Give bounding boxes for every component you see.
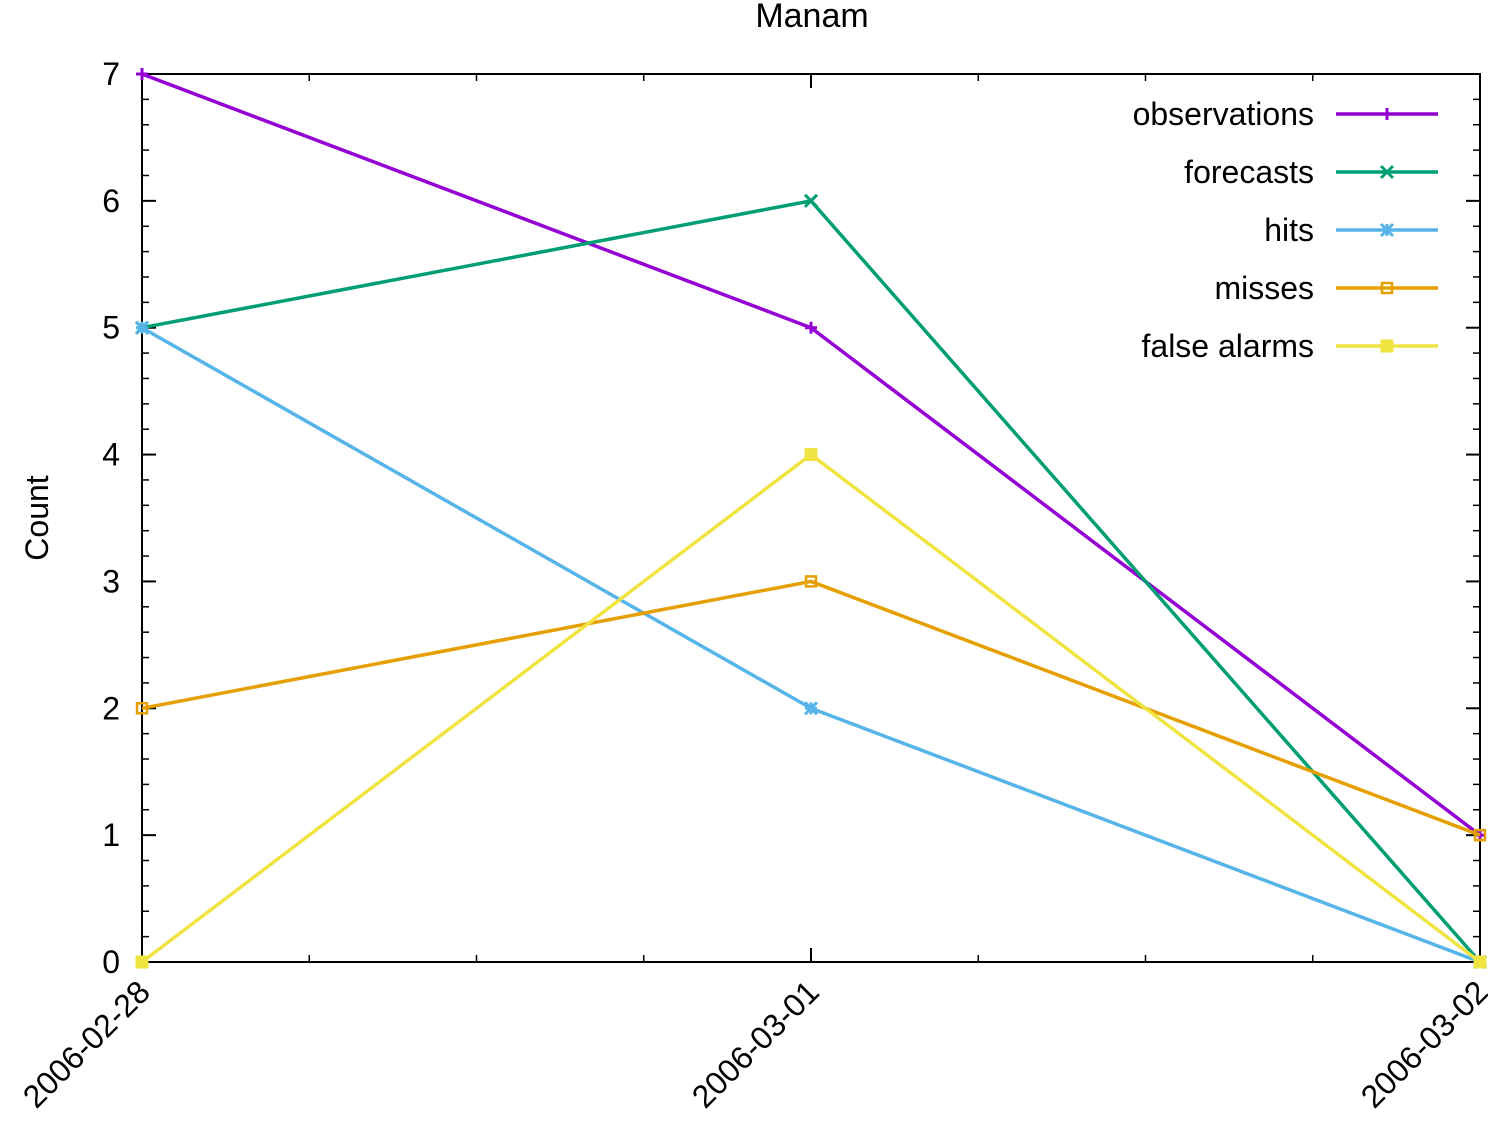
data-point-false-alarms xyxy=(135,955,149,969)
y-tick-label: 4 xyxy=(102,437,120,473)
plot-border xyxy=(141,73,1481,963)
x-tick-label: 2006-02-28 xyxy=(16,973,157,1114)
data-point-forecasts xyxy=(803,193,819,208)
legend-label: forecasts xyxy=(1184,154,1314,190)
plot-frame xyxy=(141,73,1481,963)
data-point-observations xyxy=(805,321,817,334)
legend-marker xyxy=(1381,108,1393,120)
y-tick-label: 5 xyxy=(102,310,120,346)
legend-marker xyxy=(1379,164,1395,180)
y-tick-label: 3 xyxy=(102,563,120,599)
y-axis-label: Count xyxy=(19,475,55,561)
data-point-misses xyxy=(135,702,149,715)
legend-entry: false alarms xyxy=(1142,328,1438,364)
legend-entry: observations xyxy=(1133,96,1438,132)
legend: observations forecasts hits misses false ala… xyxy=(1133,96,1438,364)
data-point-false-alarms xyxy=(1473,955,1487,969)
x-tick-label: 2006-03-02 xyxy=(1354,973,1488,1114)
y-tick-label: 7 xyxy=(102,56,120,92)
data-point-observations xyxy=(136,68,148,80)
legend-entry: hits xyxy=(1264,212,1438,248)
data-point-hits xyxy=(803,701,819,716)
legend-marker xyxy=(1379,222,1395,238)
legend-label: false alarms xyxy=(1142,328,1315,364)
legend-marker xyxy=(1380,339,1394,353)
data-point-false-alarms xyxy=(804,448,818,462)
y-tick-label: 2 xyxy=(102,690,120,726)
series-line-hits xyxy=(141,326,1481,964)
x-tick-label: 2006-03-01 xyxy=(685,973,826,1114)
legend-entry: misses xyxy=(1214,270,1438,306)
legend-label: misses xyxy=(1214,270,1314,306)
y-tick-label: 0 xyxy=(102,944,120,980)
chart-title: Manam xyxy=(755,0,868,35)
data-point-misses xyxy=(1473,828,1487,842)
data-point-hits xyxy=(134,320,150,335)
legend-label: observations xyxy=(1133,96,1314,132)
data-point-misses xyxy=(804,575,818,588)
legend-label: hits xyxy=(1264,212,1314,248)
y-tick-label: 6 xyxy=(102,183,120,219)
series-layer xyxy=(134,68,1488,970)
series-line-misses xyxy=(141,579,1481,837)
legend-marker xyxy=(1380,281,1394,295)
legend-entry: forecasts xyxy=(1184,154,1438,190)
y-tick-label: 1 xyxy=(102,817,120,853)
